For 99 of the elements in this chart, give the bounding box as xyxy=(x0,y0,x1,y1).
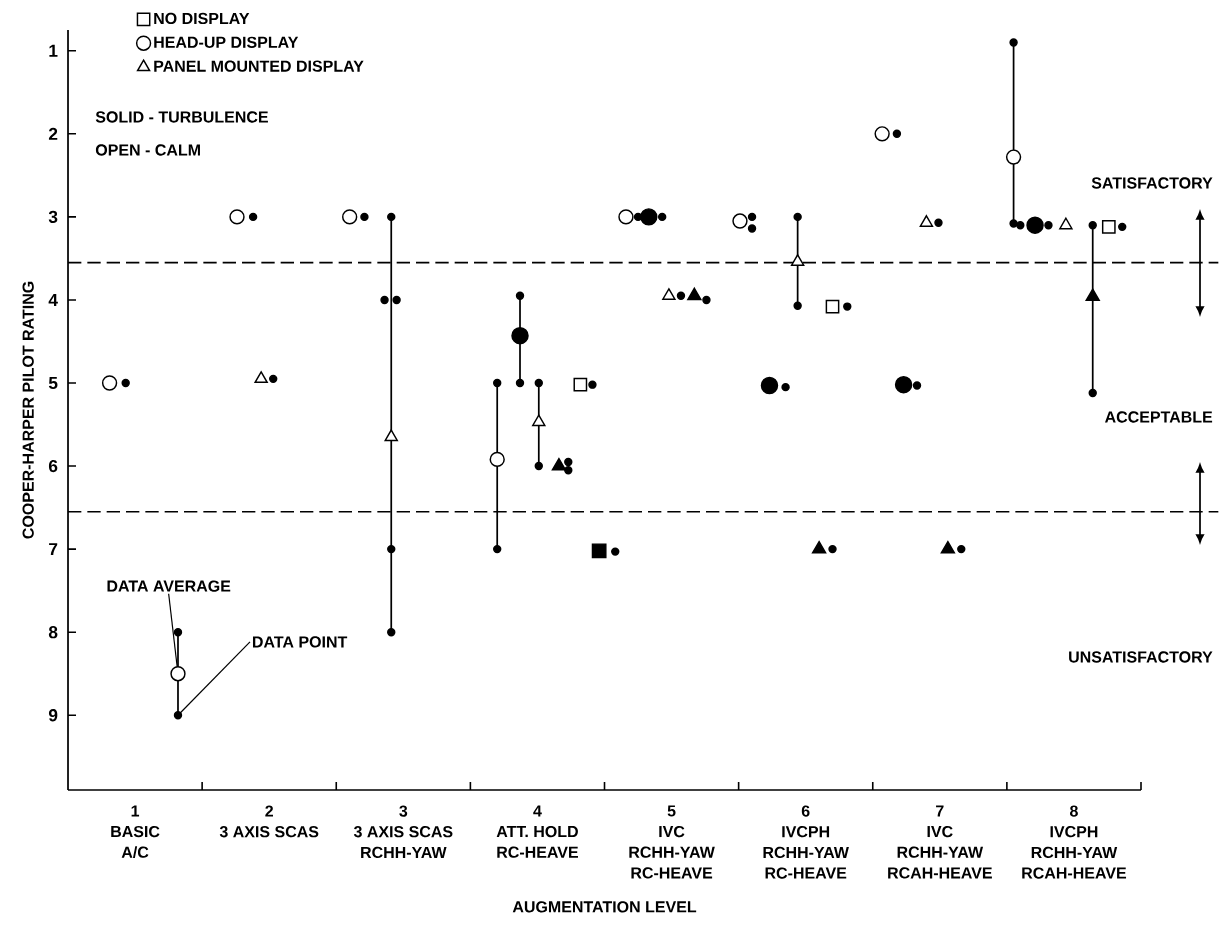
point xyxy=(702,295,711,305)
point xyxy=(254,371,268,384)
point xyxy=(493,544,502,554)
point xyxy=(342,209,358,225)
legend-label: NO DISPLAY xyxy=(154,12,250,25)
y-tick-label: 4 xyxy=(48,293,58,306)
point xyxy=(732,213,748,229)
point xyxy=(781,382,790,392)
point xyxy=(173,711,183,720)
y-tick-label: 2 xyxy=(48,127,58,140)
point xyxy=(640,208,658,226)
point xyxy=(1085,288,1100,302)
point xyxy=(747,212,757,222)
point xyxy=(534,461,543,471)
annotation: DATA AVERAGE xyxy=(107,580,231,592)
point xyxy=(515,378,525,388)
point xyxy=(493,378,502,388)
point xyxy=(1009,38,1018,47)
point xyxy=(1088,388,1097,398)
point xyxy=(874,126,890,142)
point xyxy=(934,218,943,227)
point xyxy=(662,288,676,300)
point xyxy=(957,544,966,554)
point xyxy=(1118,222,1127,232)
point xyxy=(1026,216,1044,234)
point xyxy=(1005,149,1022,165)
point xyxy=(1088,220,1097,230)
annotation: UNSATISFACTORY xyxy=(1069,651,1213,663)
point xyxy=(760,376,779,395)
x-tick-label: 3 3 AXIS SCAS RCHH-YAW xyxy=(353,805,453,859)
x-tick-label: 7 IVC RCHH-YAW RCAH-HEAVE xyxy=(888,805,992,879)
point xyxy=(793,301,802,310)
point xyxy=(687,287,702,301)
point xyxy=(515,291,525,300)
point xyxy=(843,302,852,311)
point xyxy=(825,299,840,314)
point xyxy=(248,212,258,222)
legend-label: PANEL MOUNTED DISPLAY xyxy=(154,60,364,72)
point xyxy=(1059,217,1073,230)
annotation: ACCEPTABLE xyxy=(1104,411,1213,423)
point xyxy=(387,627,396,637)
point xyxy=(894,375,913,394)
point xyxy=(588,380,597,389)
point xyxy=(489,451,505,468)
y-tick-label: 6 xyxy=(48,459,58,473)
annotation: SOLID - TURBULENCE xyxy=(95,111,268,123)
y-tick-label: 1 xyxy=(49,44,58,57)
point xyxy=(101,375,118,391)
y-tick-label: 7 xyxy=(49,543,58,556)
point xyxy=(919,215,934,227)
point xyxy=(534,378,543,388)
point xyxy=(229,209,245,225)
x-tick-label: 1 BASIC A/C xyxy=(111,805,160,859)
point xyxy=(1101,219,1116,234)
point xyxy=(532,414,546,427)
annotation: DATA POINT xyxy=(252,636,348,648)
x-tick-label: 8 IVCPH RCHH-YAW RCAH-HEAVE xyxy=(1022,805,1127,879)
y-tick-label: 5 xyxy=(48,376,58,390)
point xyxy=(611,547,620,556)
point xyxy=(360,212,369,222)
point xyxy=(387,212,396,222)
y-axis-title: COOPER-HARPER PILOT RATING xyxy=(22,281,34,539)
point xyxy=(392,295,401,305)
legend-label: HEAD-UP DISPLAY xyxy=(154,36,299,48)
point xyxy=(1044,220,1053,230)
point xyxy=(173,627,183,637)
point xyxy=(912,381,922,390)
y-tick-label: 9 xyxy=(48,709,58,722)
point xyxy=(380,295,389,305)
x-tick-label: 2 3 AXIS SCAS xyxy=(219,805,319,838)
point xyxy=(511,326,529,345)
x-tick-label: 4 ATT. HOLD RC-HEAVE xyxy=(496,805,578,858)
y-tick-label: 8 xyxy=(48,626,58,639)
x-axis-title: AUGMENTATION LEVEL xyxy=(512,901,697,913)
point xyxy=(573,377,588,392)
point xyxy=(892,129,902,139)
point xyxy=(676,291,686,300)
point xyxy=(387,544,396,554)
x-tick-label: 5 IVC RCHH-YAW RC-HEAVE xyxy=(629,805,715,879)
point xyxy=(564,457,573,467)
point xyxy=(269,374,278,384)
point xyxy=(618,209,634,225)
point xyxy=(828,544,837,554)
point xyxy=(591,543,607,559)
point xyxy=(793,212,802,222)
y-tick-label: 3 xyxy=(48,210,58,224)
x-tick-label: 6 IVCPH RCHH-YAW RC-HEAVE xyxy=(763,805,849,879)
point xyxy=(384,429,398,442)
point xyxy=(1009,219,1018,228)
annotation: SATISFACTORY xyxy=(1091,177,1213,189)
point xyxy=(551,457,567,471)
point xyxy=(790,254,805,266)
point xyxy=(940,540,956,554)
point xyxy=(170,666,186,682)
point xyxy=(657,212,667,222)
point xyxy=(747,224,757,233)
point xyxy=(121,378,130,388)
point xyxy=(811,540,827,554)
annotation: OPEN - CALM xyxy=(95,144,200,156)
